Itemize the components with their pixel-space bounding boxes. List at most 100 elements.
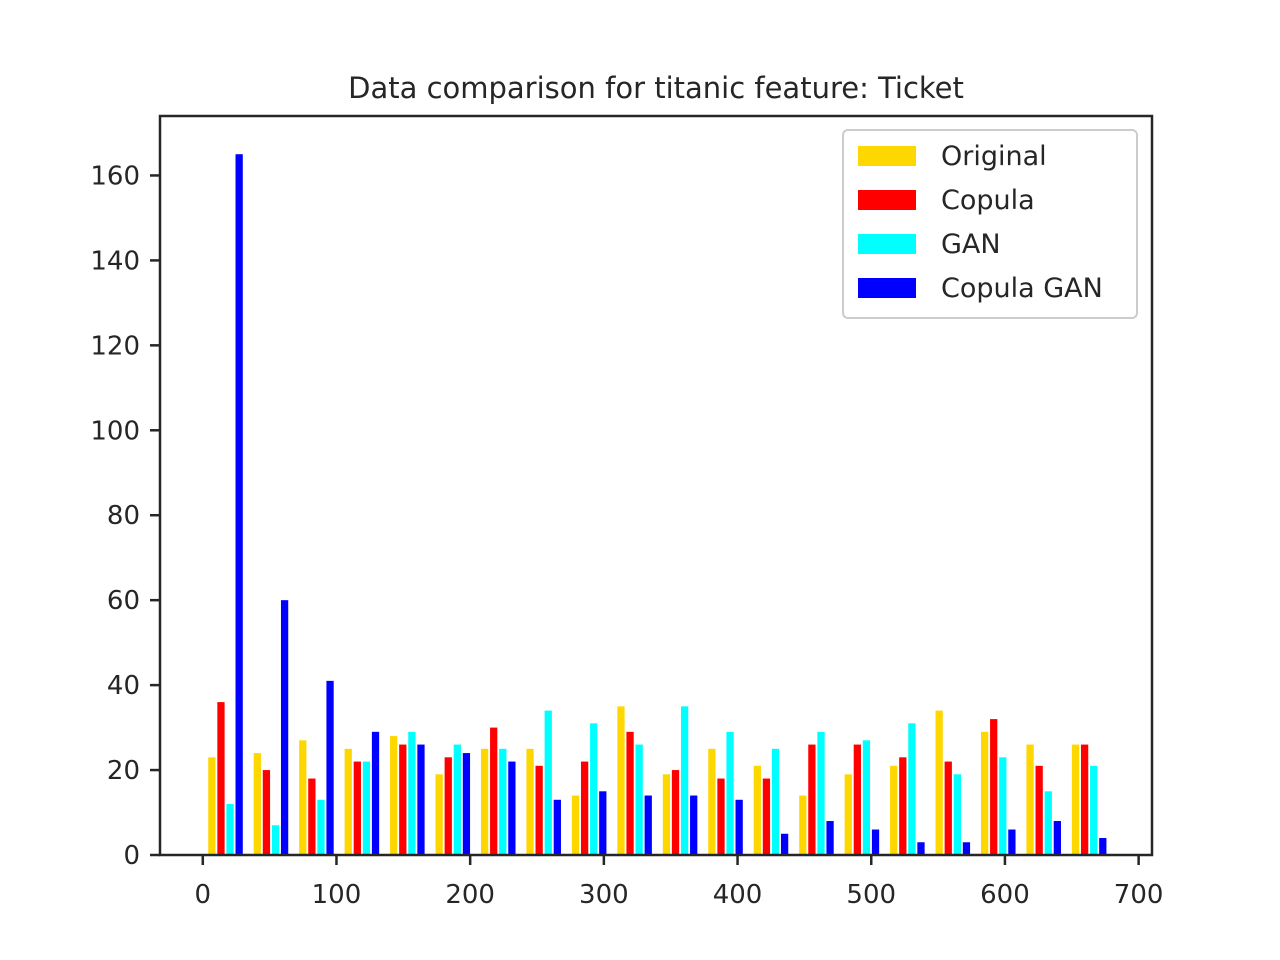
- bar-original-3: [344, 748, 352, 855]
- y-tick-label: 160: [90, 161, 140, 191]
- y-tick-label: 140: [90, 246, 140, 276]
- bar-copula-10: [671, 770, 680, 855]
- bar-gan-12: [771, 748, 780, 855]
- bar-original-10: [662, 774, 671, 855]
- y-tick-label: 60: [107, 586, 140, 616]
- bar-gan-2: [317, 799, 325, 855]
- bar-copula-gan-12: [780, 833, 789, 855]
- bar-copula-gan-4: [417, 744, 425, 855]
- bar-gan-0: [226, 804, 234, 855]
- legend-swatch: [858, 146, 916, 166]
- y-tick-label: 100: [90, 416, 140, 446]
- bar-original-7: [526, 748, 534, 855]
- bar-copula-19: [1080, 744, 1089, 855]
- plot-frame: [158, 114, 1154, 857]
- bar-copula-8: [580, 761, 589, 855]
- bar-original-4: [390, 736, 398, 855]
- bar-gan-15: [908, 723, 916, 855]
- bar-copula-gan-13: [826, 821, 834, 855]
- bar-original-15: [890, 765, 898, 855]
- bar-gan-14: [862, 740, 871, 855]
- legend-label: Copula: [941, 185, 1035, 216]
- bar-gan-8: [590, 723, 598, 855]
- bar-gan-4: [408, 731, 416, 855]
- bar-copula-16: [944, 761, 952, 855]
- x-tick-label: 400: [713, 880, 763, 910]
- y-tick-label: 40: [107, 671, 140, 701]
- legend-swatch: [858, 190, 916, 210]
- bar-copula-gan-6: [508, 761, 516, 855]
- bar-copula-gan-0: [235, 154, 243, 856]
- y-tick-label: 120: [90, 331, 140, 361]
- bar-copula-9: [626, 731, 634, 855]
- bar-original-19: [1071, 744, 1080, 855]
- bar-copula-5: [444, 757, 452, 855]
- bar-gan-1: [271, 825, 280, 855]
- bar-original-0: [208, 757, 216, 855]
- bar-copula-gan-9: [644, 795, 652, 855]
- legend-box: [842, 129, 1138, 319]
- legend: Original Copula GAN Copula GAN: [842, 129, 1138, 319]
- x-axis: 0 100 200 300 400 500 600 700: [195, 855, 1164, 910]
- bar-original-12: [753, 765, 761, 855]
- y-tick-label: 20: [107, 756, 140, 786]
- bar-original-5: [435, 774, 443, 855]
- bar-original-18: [1026, 744, 1034, 855]
- bar-copula-gan-19: [1099, 838, 1107, 855]
- bar-gan-10: [680, 706, 689, 855]
- bar-copula-gan-7: [553, 799, 561, 855]
- bar-copula-14: [853, 744, 861, 855]
- bars-group: [208, 154, 1107, 856]
- bar-gan-17: [999, 757, 1007, 855]
- legend-label: GAN: [941, 229, 1001, 260]
- legend-label: Copula GAN: [941, 273, 1103, 304]
- bar-copula-17: [990, 719, 998, 855]
- bar-gan-7: [544, 710, 552, 855]
- bar-copula-1: [262, 770, 271, 855]
- bar-gan-16: [953, 774, 961, 855]
- bar-copula-12: [762, 778, 771, 855]
- bar-copula-4: [399, 744, 407, 855]
- y-tick-label: 80: [107, 501, 140, 531]
- bar-copula-7: [535, 765, 543, 855]
- bar-copula-gan-17: [1008, 829, 1016, 855]
- bar-copula-0: [217, 702, 225, 855]
- bar-original-6: [480, 748, 489, 855]
- legend-swatch: [858, 234, 916, 254]
- bar-original-17: [980, 731, 989, 855]
- bar-original-2: [299, 740, 307, 855]
- bar-copula-gan-15: [917, 842, 925, 855]
- bar-copula-13: [808, 744, 816, 855]
- bar-copula-2: [308, 778, 316, 855]
- bar-copula-3: [353, 761, 361, 855]
- x-tick-label: 600: [980, 880, 1030, 910]
- bar-copula-gan-2: [326, 680, 334, 855]
- bar-copula-6: [490, 727, 498, 855]
- x-tick-label: 0: [195, 880, 212, 910]
- legend-swatch: [858, 278, 916, 298]
- bar-copula-15: [899, 757, 907, 855]
- bar-copula-gan-5: [462, 753, 471, 855]
- bar-original-16: [935, 710, 943, 855]
- bar-copula-11: [717, 778, 725, 855]
- bar-copula-gan-1: [280, 600, 289, 855]
- bar-copula-18: [1035, 765, 1043, 855]
- bar-gan-13: [817, 731, 825, 855]
- bar-gan-18: [1044, 791, 1052, 855]
- bar-copula-gan-11: [735, 799, 743, 855]
- bar-original-8: [571, 795, 580, 855]
- bar-gan-6: [499, 748, 507, 855]
- bar-original-11: [708, 748, 716, 855]
- x-tick-label: 700: [1114, 880, 1164, 910]
- x-tick-label: 200: [445, 880, 495, 910]
- bar-copula-gan-3: [371, 731, 380, 855]
- bar-original-13: [799, 795, 807, 855]
- x-tick-label: 500: [846, 880, 896, 910]
- bar-gan-19: [1090, 765, 1098, 855]
- bar-copula-gan-10: [690, 795, 698, 855]
- bar-original-1: [253, 753, 261, 855]
- bar-gan-9: [635, 744, 643, 855]
- bar-copula-gan-14: [871, 829, 880, 855]
- bar-original-9: [617, 706, 625, 855]
